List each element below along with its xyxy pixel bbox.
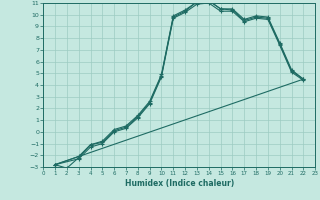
X-axis label: Humidex (Indice chaleur): Humidex (Indice chaleur) <box>124 179 234 188</box>
